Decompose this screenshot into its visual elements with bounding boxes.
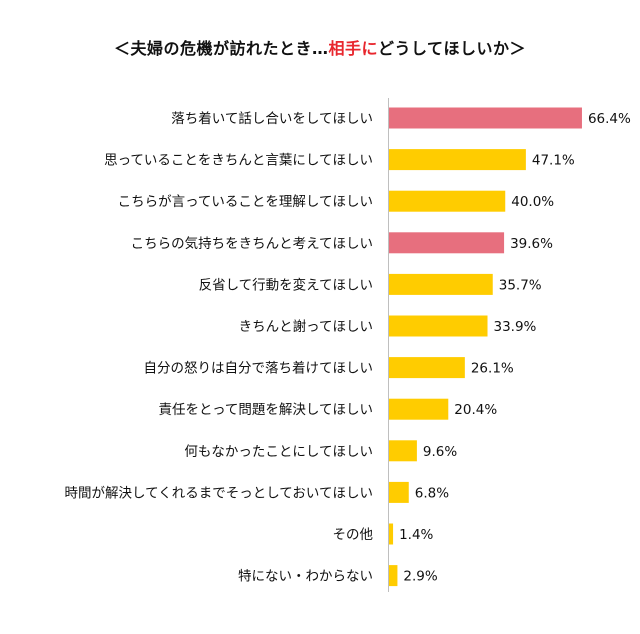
bar <box>389 481 409 503</box>
category-label: 反省して行動を変えてほしい <box>199 276 373 293</box>
bar <box>389 107 582 129</box>
category-label: 特にない・わからない <box>238 569 373 585</box>
value-label: 2.9% <box>403 569 437 585</box>
bar <box>389 565 398 587</box>
category-label: 時間が解決してくれるまでそっとしておいてほしい <box>65 485 373 501</box>
category-label: こちらの気持ちをきちんと考えてほしい <box>131 236 373 252</box>
value-label: 20.4% <box>454 402 497 418</box>
value-label: 9.6% <box>423 444 457 460</box>
category-label: その他 <box>333 527 374 543</box>
bar <box>389 440 417 462</box>
value-label: 66.4% <box>588 111 631 127</box>
bar <box>389 357 465 379</box>
bar <box>389 149 526 171</box>
category-label: 自分の怒りは自分で落ち着けてほしい <box>144 360 374 377</box>
category-label: 責任をとって問題を解決してほしい <box>158 402 373 418</box>
category-label: きちんと謝ってほしい <box>239 319 373 335</box>
bar <box>389 315 488 337</box>
category-label: 思っていることをきちんと言葉にしてほしい <box>104 153 373 169</box>
chart-title-prefix: ＜夫婦の危機が訪れたとき… <box>113 39 329 58</box>
value-label: 39.6% <box>510 236 553 252</box>
chart-title-suffix: どうしてほしいか＞ <box>378 39 527 58</box>
value-label: 47.1% <box>532 153 575 169</box>
bar <box>389 232 505 254</box>
bar <box>389 398 449 420</box>
value-label: 6.8% <box>415 485 449 501</box>
value-label: 40.0% <box>511 194 554 210</box>
chart-title-accent: 相手に <box>328 39 378 58</box>
value-label: 1.4% <box>399 527 433 543</box>
chart-title: ＜夫婦の危機が訪れたとき…相手にどうしてほしいか＞ <box>0 35 640 59</box>
value-label: 33.9% <box>494 319 537 335</box>
bar <box>389 523 394 545</box>
category-label: 落ち着いて話し合いをしてほしい <box>171 110 373 127</box>
bar <box>389 190 506 212</box>
category-label: こちらが言っていることを理解してほしい <box>118 194 373 210</box>
value-label: 35.7% <box>499 277 542 293</box>
category-label: 何もなかったことにしてほしい <box>184 444 373 460</box>
bar <box>389 273 493 295</box>
value-label: 26.1% <box>471 361 514 377</box>
